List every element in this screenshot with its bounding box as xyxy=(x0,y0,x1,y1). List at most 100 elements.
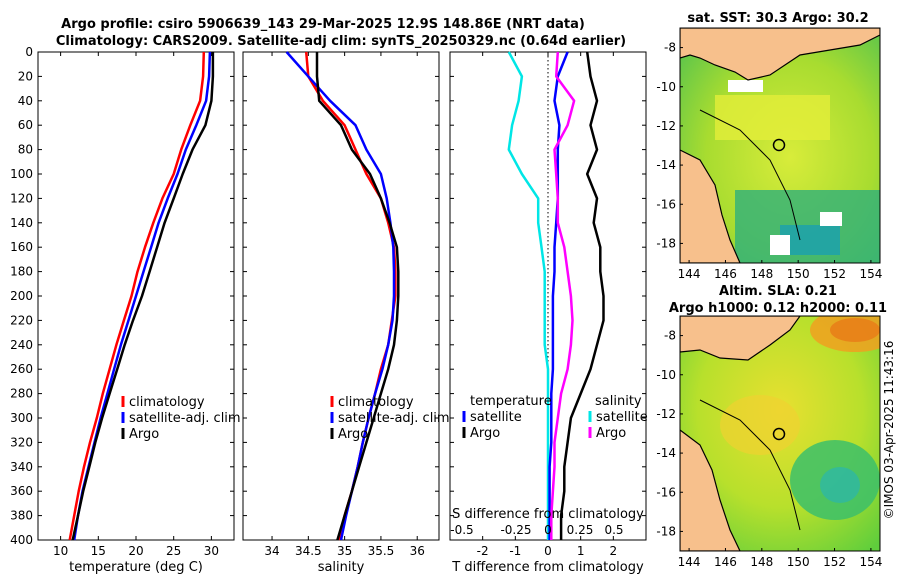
map-y-tick-label: -14 xyxy=(656,446,676,460)
x-tick-label: 35.5 xyxy=(368,544,395,558)
legend-label-sal-satellite: satellite xyxy=(596,410,648,425)
map-x-tick-label: 148 xyxy=(750,555,773,569)
map-y-tick-label: -16 xyxy=(656,197,676,211)
legend-label-argo: Argo xyxy=(129,427,159,442)
x-tick-label: 10 xyxy=(53,544,68,558)
legend-label-climatology: climatology xyxy=(338,395,414,410)
y-tick-label: 220 xyxy=(10,313,33,327)
difference-legend: temperature satellite Argo salinity sate… xyxy=(462,394,648,441)
sst-gap xyxy=(820,212,842,226)
map-y-tick-label: -18 xyxy=(656,524,676,538)
map-sla-title-1: Altim. SLA: 0.21 xyxy=(719,284,837,299)
s-difference-ticks: -0.5 -0.25 0 0.25 0.5 xyxy=(450,523,623,537)
x-tick-label: -1 xyxy=(509,544,521,558)
y-tick-label: 20 xyxy=(18,69,33,83)
legend-label-argo: Argo xyxy=(338,427,368,442)
x-tick-label: 34 xyxy=(264,544,279,558)
map-y-tick-label: -14 xyxy=(656,158,676,172)
legend-label-temp-argo: Argo xyxy=(470,426,500,441)
map-x-tick-label: 152 xyxy=(823,555,846,569)
australia-landmass xyxy=(680,429,741,551)
y-tick-label: 80 xyxy=(18,143,33,157)
sst-gap xyxy=(728,80,763,92)
series-salinity-satellite xyxy=(548,51,569,540)
title-line-1: Argo profile: csiro 5906639_143 29-Mar-2… xyxy=(61,17,585,32)
map-x-tick-label: 154 xyxy=(859,555,882,569)
y-tick-label: 100 xyxy=(10,167,33,181)
sla-mid xyxy=(720,395,800,455)
series-argo xyxy=(71,52,215,541)
x-tick-label: 15 xyxy=(91,544,106,558)
float-marker xyxy=(772,427,786,441)
salinity-panel: 34 34.5 35 35.5 36 salinity xyxy=(242,51,440,575)
x-tick-label: 1 xyxy=(577,544,585,558)
y-tick-label: 60 xyxy=(18,118,33,132)
legend-label-satellite: satellite-adj. clim xyxy=(338,411,450,426)
x-axis-label: temperature (deg C) xyxy=(69,560,203,575)
reef-line xyxy=(699,109,801,241)
plot-frame xyxy=(242,51,440,541)
legend-label-sal-argo: Argo xyxy=(596,426,626,441)
map-sst-title: sat. SST: 30.3 Argo: 30.2 xyxy=(687,11,868,26)
series-satellite-adj-clim xyxy=(285,51,396,541)
x-tick-label: 36 xyxy=(410,544,425,558)
float-marker xyxy=(772,138,786,152)
map-x-tick-label: 146 xyxy=(714,555,737,569)
x-tick-label: -2 xyxy=(477,544,489,558)
y-tick-label: 120 xyxy=(10,191,33,205)
x-tick-label: 25 xyxy=(166,544,181,558)
australia-landmass xyxy=(680,149,741,263)
map-x-tick-label: 152 xyxy=(823,267,846,281)
sla-map xyxy=(680,316,880,551)
x-axis-label: T difference from climatology xyxy=(451,560,644,575)
y-tick-label: 40 xyxy=(18,94,33,108)
sst-map xyxy=(680,28,880,263)
map-x-tick-label: 146 xyxy=(714,267,737,281)
difference-panel: -2 -1 0 1 2 T difference from climatology xyxy=(449,51,647,575)
s-tick-label: -0.25 xyxy=(500,523,531,537)
s-tick-label: 0.5 xyxy=(604,523,623,537)
sla-map-axes: 144 146 148 150 152 154 -8 -10 -12 -14 -16 -18 xyxy=(656,329,882,569)
x-tick-label: 35 xyxy=(337,544,352,558)
map-x-tick-label: 154 xyxy=(859,267,882,281)
y-tick-label: 400 xyxy=(10,533,33,547)
y-tick-label: 160 xyxy=(10,240,33,254)
sla-low xyxy=(820,467,860,503)
map-x-tick-label: 144 xyxy=(678,555,701,569)
legend-label-temp-satellite: satellite xyxy=(470,410,522,425)
s-tick-label: 0 xyxy=(544,523,552,537)
map-y-tick-label: -12 xyxy=(656,407,676,421)
temperature-panel: 10 15 20 25 30020406080100120140160180200220… xyxy=(10,45,235,575)
x-tick-label: 2 xyxy=(610,544,618,558)
y-tick-label: 200 xyxy=(10,289,33,303)
y-tick-label: 260 xyxy=(10,362,33,376)
series-salinity-argo xyxy=(550,51,576,540)
y-tick-label: 340 xyxy=(10,460,33,474)
map-x-tick-label: 148 xyxy=(750,267,773,281)
x-axis-label: salinity xyxy=(318,560,365,575)
y-tick-label: 380 xyxy=(10,509,33,523)
y-tick-label: 280 xyxy=(10,387,33,401)
legend-title-salinity: salinity xyxy=(595,394,642,409)
salinity-legend: climatology satellite-adj. clim Argo xyxy=(330,395,450,442)
series-argo xyxy=(315,52,400,541)
map-x-tick-label: 144 xyxy=(678,267,701,281)
series-temperature-satellite xyxy=(507,51,550,540)
map-sla-title-2: Argo h1000: 0.12 h2000: 0.11 xyxy=(669,301,887,316)
map-y-tick-label: -16 xyxy=(656,485,676,499)
y-tick-label: 320 xyxy=(10,435,33,449)
map-y-tick-label: -12 xyxy=(656,119,676,133)
reef-line xyxy=(699,399,801,531)
map-x-tick-label: 150 xyxy=(787,267,810,281)
x-tick-label: 34.5 xyxy=(295,544,322,558)
s-tick-label: -0.5 xyxy=(450,523,473,537)
x-tick-label: 30 xyxy=(204,544,219,558)
png-landmass xyxy=(680,28,880,81)
y-tick-label: 360 xyxy=(10,484,33,498)
map-y-tick-label: -8 xyxy=(664,329,676,343)
sla-high xyxy=(830,318,880,342)
map-y-tick-label: -18 xyxy=(656,236,676,250)
x-tick-label: 0 xyxy=(544,544,552,558)
sst-gap xyxy=(770,235,790,255)
